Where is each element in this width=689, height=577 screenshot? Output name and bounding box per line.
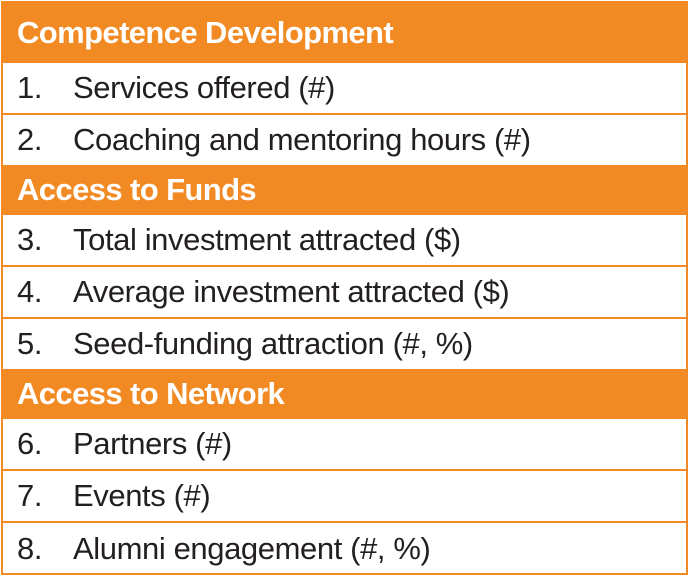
table-row: 7. Events (#) [3, 471, 686, 523]
table-row: 1. Services offered (#) [3, 63, 686, 115]
section-header-access-to-network: Access to Network [3, 369, 686, 419]
item-number: 7. [17, 478, 43, 513]
item-label: Partners (#) [73, 426, 232, 461]
item-label: Services offered (#) [73, 70, 335, 105]
table-row: 6. Partners (#) [3, 419, 686, 471]
section-header-access-to-funds: Access to Funds [3, 165, 686, 215]
item-label: Coaching and mentoring hours (#) [73, 122, 531, 157]
item-label: Events (#) [73, 478, 211, 513]
table-row: 3. Total investment attracted ($) [3, 215, 686, 267]
table-row: 8. Alumni engagement (#, %) [3, 523, 686, 575]
table-row: 2. Coaching and mentoring hours (#) [3, 115, 686, 165]
item-number: 8. [17, 531, 43, 566]
table-row: 5. Seed-funding attraction (#, %) [3, 319, 686, 369]
item-number: 5. [17, 326, 43, 361]
item-label: Average investment attracted ($) [73, 274, 510, 309]
item-number: 3. [17, 222, 43, 257]
item-number: 1. [17, 70, 43, 105]
item-number: 4. [17, 274, 43, 309]
item-label: Alumni engagement (#, %) [73, 531, 431, 566]
table-row: 4. Average investment attracted ($) [3, 267, 686, 319]
item-label: Seed-funding attraction (#, %) [73, 326, 473, 361]
item-number: 6. [17, 426, 43, 461]
section-header-competence-development: Competence Development [3, 3, 686, 63]
item-label: Total investment attracted ($) [73, 222, 461, 257]
item-number: 2. [17, 122, 43, 157]
